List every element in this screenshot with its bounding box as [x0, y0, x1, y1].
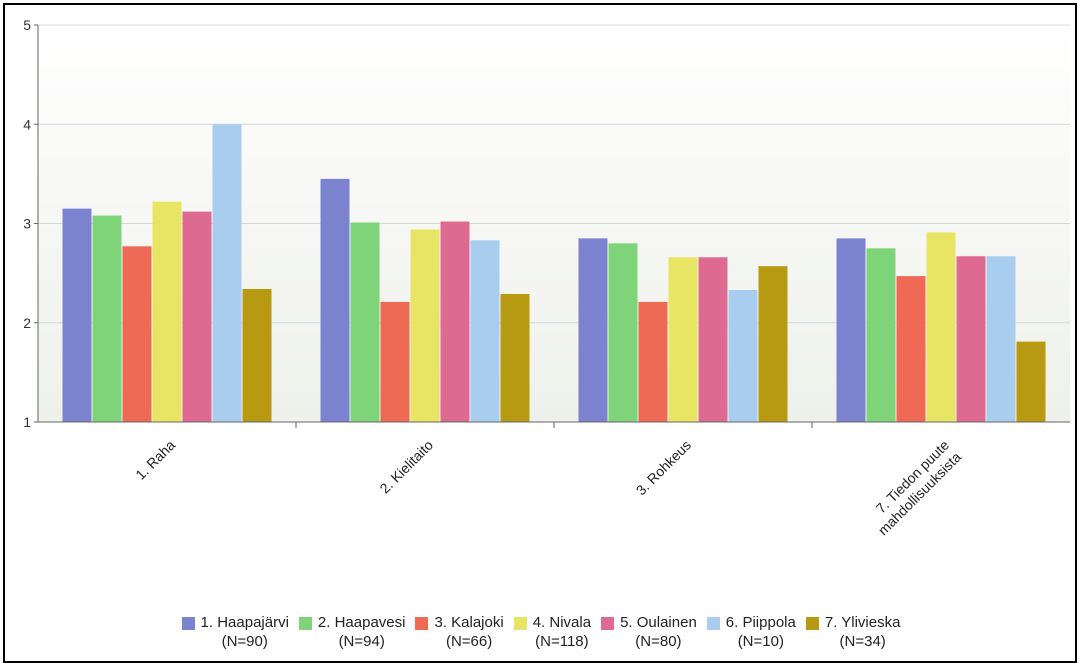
- legend-swatch: [513, 617, 527, 630]
- legend-series-name: 6. Piippola: [725, 614, 796, 631]
- legend-series-name: 3. Kalajoki: [434, 614, 504, 631]
- bar: [62, 208, 92, 422]
- legend-series-name: 1. Haapajärvi: [200, 614, 289, 631]
- x-tick-label: 3. Rohkeus: [633, 437, 694, 498]
- legend-series-name: 2. Haapavesi: [317, 614, 406, 631]
- bar: [578, 238, 608, 422]
- bar-chart: 1 2 3 4 5 1. Raha 2. Kielitaito 3. Rohkeus 7. Ti…: [23, 17, 1070, 539]
- bar: [698, 257, 728, 422]
- bar: [986, 256, 1016, 422]
- bars: [62, 124, 1046, 422]
- x-tick-label-line: 3. Rohkeus: [633, 437, 694, 498]
- legend-label: 3. Kalajoki (N=66): [434, 613, 503, 651]
- legend-label: 6. Piippola (N=10): [726, 613, 796, 651]
- bar: [608, 243, 638, 422]
- bar: [470, 240, 500, 422]
- x-tick-label-line: 2. Kielitaito: [376, 437, 436, 497]
- legend-series-count: (N=66): [445, 633, 493, 650]
- legend-series-count: (N=80): [635, 633, 682, 650]
- bar: [866, 248, 896, 422]
- legend-item[interactable]: 2. Haapavesi (N=94): [298, 613, 406, 651]
- bar: [152, 201, 182, 422]
- legend-swatch: [706, 617, 720, 630]
- bar: [440, 221, 470, 422]
- legend-series-count: (N=10): [737, 633, 784, 650]
- x-tick-label-line: 1. Raha: [132, 437, 178, 483]
- bar: [212, 124, 242, 422]
- legend-series-name: 7. Ylivieska: [824, 614, 901, 631]
- legend-item[interactable]: 5. Oulainen (N=80): [601, 613, 697, 651]
- legend-item[interactable]: 4. Nivala (N=118): [513, 613, 591, 651]
- legend-series-name: 5. Oulainen: [620, 614, 697, 631]
- legend-swatch: [181, 617, 195, 630]
- bar: [896, 276, 926, 422]
- bar: [242, 289, 272, 422]
- bar: [668, 257, 698, 422]
- legend-swatch: [805, 617, 819, 630]
- legend-item[interactable]: 3. Kalajoki (N=66): [415, 613, 504, 651]
- bar: [92, 215, 122, 422]
- bar: [500, 293, 530, 422]
- x-tick-label: 2. Kielitaito: [376, 437, 436, 497]
- bar: [758, 266, 788, 422]
- y-tick-label: 5: [23, 17, 31, 33]
- legend-label: 4. Nivala (N=118): [533, 613, 591, 651]
- legend-series-count: (N=90): [221, 633, 268, 650]
- legend-label: 2. Haapavesi (N=94): [318, 613, 406, 651]
- legend-item[interactable]: 6. Piippola (N=10): [706, 613, 796, 651]
- bar: [956, 256, 986, 422]
- y-tick-label: 1: [23, 414, 31, 430]
- bar: [926, 232, 956, 422]
- bar: [182, 211, 212, 422]
- legend: 1. Haapajärvi (N=90) 2. Haapavesi (N=94) 3. …: [0, 613, 1082, 651]
- bar: [1016, 341, 1046, 422]
- legend-swatch: [415, 617, 429, 630]
- legend-item[interactable]: 7. Ylivieska (N=34): [805, 613, 901, 651]
- legend-label: 5. Oulainen (N=80): [620, 613, 697, 651]
- legend-item[interactable]: 1. Haapajärvi (N=90): [181, 613, 289, 651]
- bar: [638, 301, 668, 422]
- bar: [122, 246, 152, 422]
- legend-swatch: [298, 617, 312, 630]
- legend-series-count: (N=118): [535, 633, 589, 650]
- bar: [350, 222, 380, 422]
- legend-series-count: (N=94): [338, 633, 385, 650]
- bar: [728, 289, 758, 422]
- y-tick-label: 2: [23, 315, 31, 331]
- bar: [836, 238, 866, 422]
- y-tick-label: 3: [23, 216, 31, 232]
- x-tick-label: 7. Tiedon puutemahdollisuuksista: [863, 437, 965, 539]
- legend-label: 7. Ylivieska (N=34): [825, 613, 901, 651]
- bar: [410, 229, 440, 422]
- bar: [320, 178, 350, 422]
- bar: [380, 301, 410, 422]
- x-tick-label: 1. Raha: [132, 437, 178, 483]
- y-tick-label: 4: [23, 116, 31, 132]
- legend-series-count: (N=34): [839, 633, 886, 650]
- legend-swatch: [601, 617, 615, 630]
- legend-label: 1. Haapajärvi (N=90): [201, 613, 289, 651]
- legend-series-name: 4. Nivala: [532, 614, 592, 631]
